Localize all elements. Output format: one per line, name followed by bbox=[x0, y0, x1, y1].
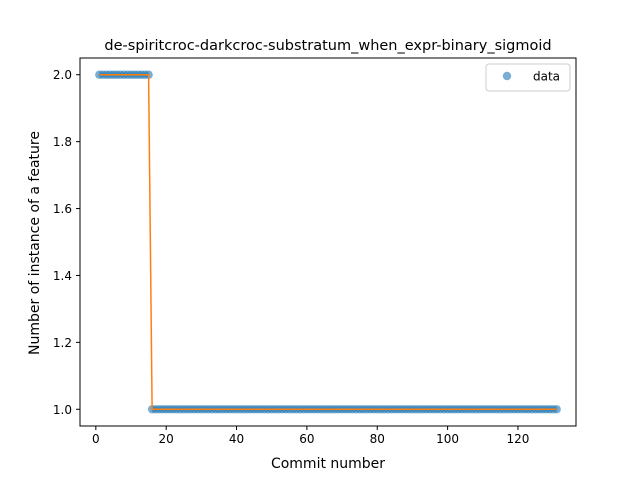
chart-title: de-spiritcroc-darkcroc-substratum_when_e… bbox=[104, 38, 551, 54]
x-tick-label: 60 bbox=[299, 432, 314, 446]
x-tick-label: 80 bbox=[370, 432, 385, 446]
legend-frame bbox=[485, 63, 571, 92]
y-tick-label: 1.0 bbox=[53, 403, 72, 417]
fit-line bbox=[99, 73, 557, 411]
legend-label: data bbox=[533, 70, 560, 84]
legend-marker bbox=[502, 71, 512, 81]
x-axis-label: Commit number bbox=[271, 456, 385, 472]
x-tick-label: 40 bbox=[229, 432, 244, 446]
axes-frame bbox=[79, 57, 577, 427]
y-tick-label: 1.6 bbox=[53, 202, 72, 216]
plot-area bbox=[95, 70, 561, 414]
x-tick-label: 0 bbox=[92, 432, 100, 446]
x-tick-label: 100 bbox=[436, 432, 459, 446]
y-axis-label: Number of instance of a feature bbox=[27, 131, 43, 355]
data-point bbox=[552, 405, 561, 414]
x-tick-label: 120 bbox=[507, 432, 530, 446]
y-tick-label: 1.8 bbox=[53, 135, 72, 149]
y-tick-label: 1.2 bbox=[53, 336, 72, 350]
axes: 0 20 40 60 80 100 120 1.0 1.2 1.4 1.6 1.8 2.0 bbox=[53, 57, 577, 446]
y-tick-label: 2.0 bbox=[53, 68, 72, 82]
x-tick-label: 20 bbox=[159, 432, 174, 446]
y-tick-label: 1.4 bbox=[53, 269, 72, 283]
legend: data bbox=[485, 63, 571, 92]
